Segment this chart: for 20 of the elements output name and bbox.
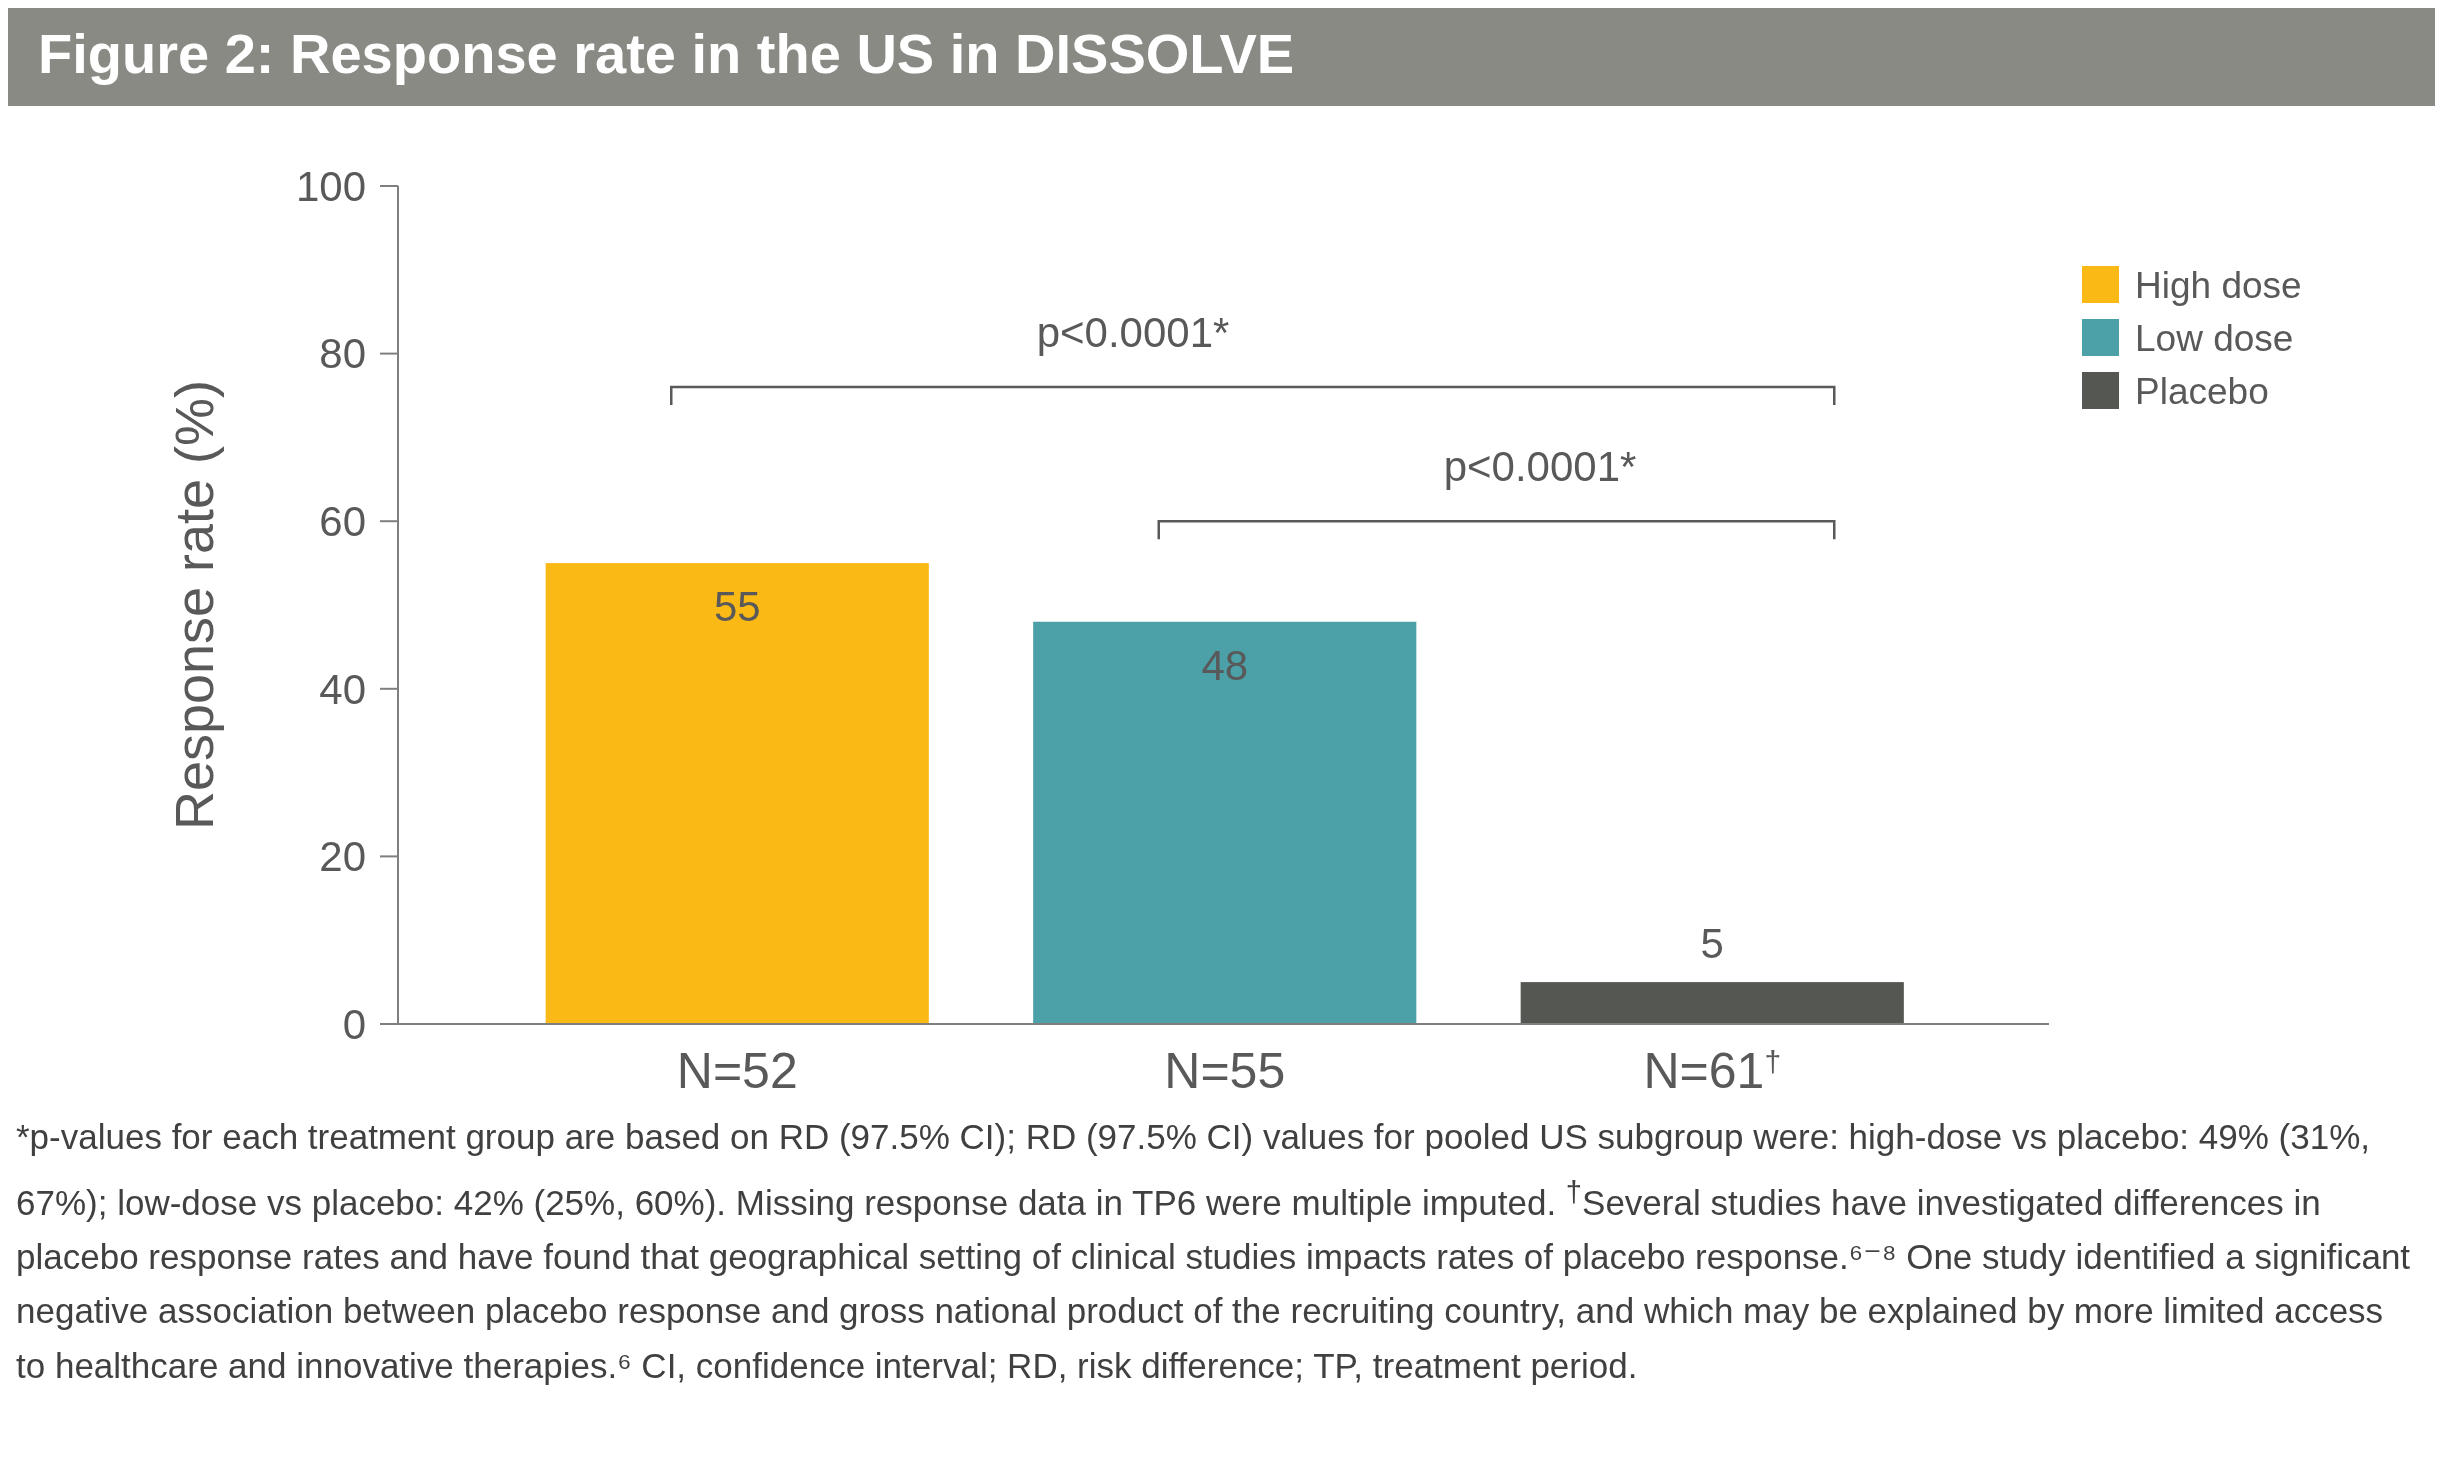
x-tick-label: N=61$^{†}$ (1643, 1043, 1782, 1099)
y-tick-label: 100 (295, 162, 366, 210)
text: *p-values for each treatment group are based on RD (97.5% CI); RD (97.5% CI) values for pooled US subgroup were: high-dose vs placebo: 49% (31%, 67%); low-dose vs placebo: 42% (25%, 60%). Missing response data in TP6 were multiple imputed. $^{†}$Several studies have investigated differences in placebo response rates and have found that geographical setting of clinical studies impacts rates of placebo response.⁶⁻⁸ One study identified a significant negative association between placebo response and gross national product of the recruiting country, and which may be explained by more limited access to healthcare and innovative therapies.⁶ CI, confidence interval; RD, risk difference; TP, treatment period. (16, 1116, 2412, 1387)
data-label: 48 (1201, 641, 1249, 689)
legend-label: Placebo (2135, 370, 2269, 412)
annotation: p<0.0001* (1443, 443, 1637, 491)
y-tick-label: 40 (319, 665, 366, 713)
chart-title: Figure 2: Response rate in the US in DISSOLVE (38, 22, 1295, 85)
data-label: 5 (1700, 920, 1724, 968)
legend-label: High dose (2135, 264, 2302, 306)
y-axis-title: Response rate (%) (164, 379, 224, 831)
annotation: p<0.0001* (1036, 309, 1230, 357)
x-tick-label: N=52 (676, 1043, 798, 1099)
y-tick-label: 80 (319, 330, 366, 378)
legend-label: Low dose (2135, 317, 2294, 359)
y-tick-label: 60 (319, 497, 366, 545)
x-tick-label: N=55 (1164, 1043, 1286, 1099)
y-tick-label: 20 (319, 833, 366, 881)
y-tick-label: 0 (342, 1000, 366, 1048)
data-label: 55 (713, 583, 761, 631)
